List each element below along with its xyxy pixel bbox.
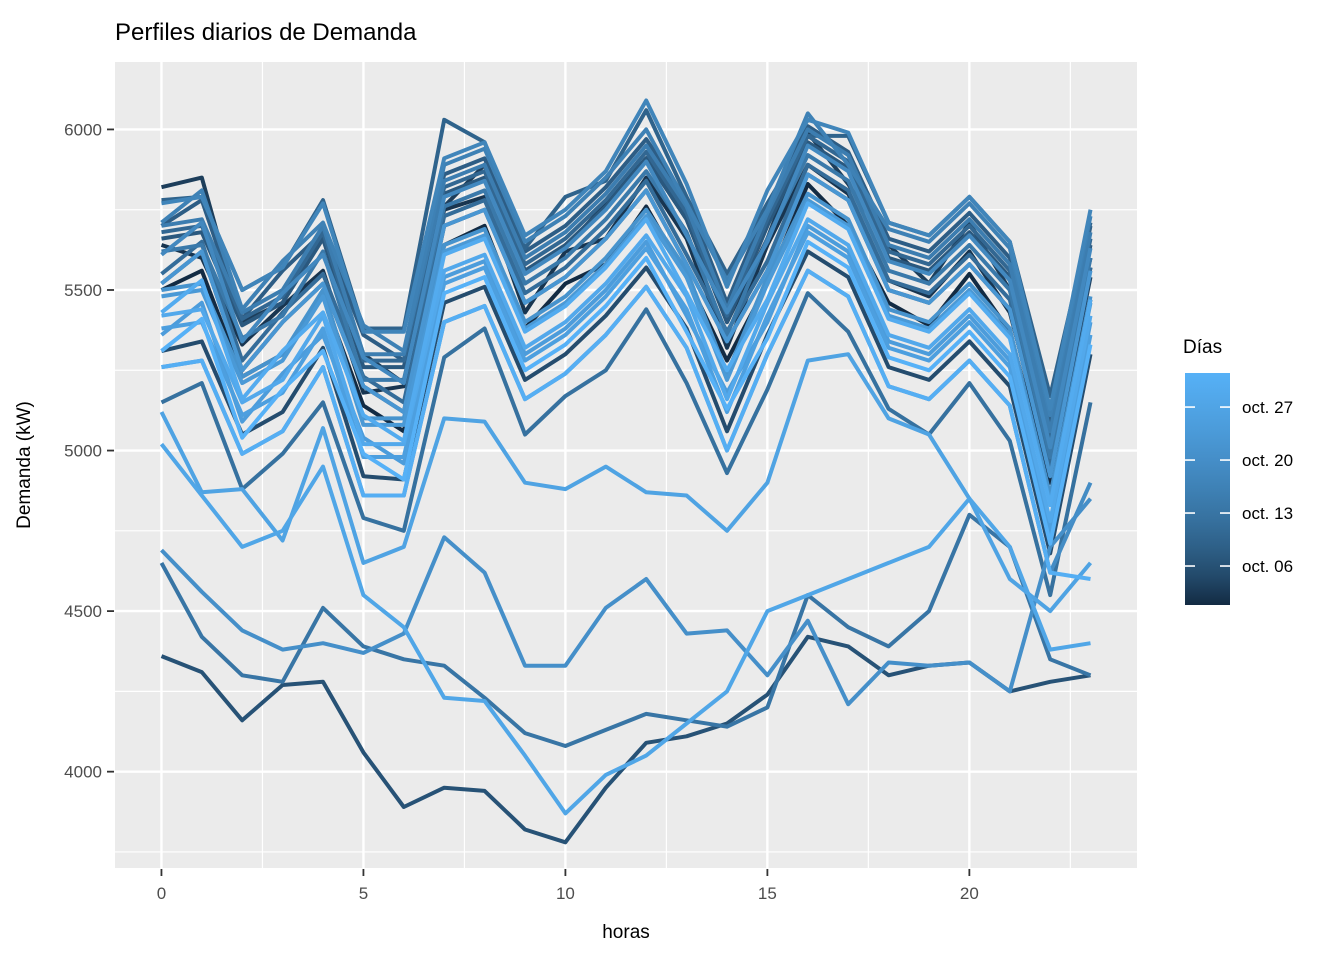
legend-tick-label: oct. 13 xyxy=(1242,504,1293,523)
series-line xyxy=(160,291,1093,598)
series-line xyxy=(160,111,1093,418)
series-line xyxy=(160,201,1093,508)
series-line xyxy=(161,191,1093,498)
chart-title: Perfiles diarios de Demanda xyxy=(115,19,417,46)
y-tick-label: 6000 xyxy=(64,120,102,139)
series-line xyxy=(161,198,1093,504)
axes: 4000 4500 5000 5500 6000 0 5 10 15 20 xyxy=(64,120,979,903)
series-line xyxy=(160,143,1093,450)
x-tick-label: 20 xyxy=(960,884,979,903)
x-tick-label: 15 xyxy=(758,884,777,903)
series-line xyxy=(161,268,1091,581)
series-line xyxy=(160,172,1093,479)
series-line xyxy=(161,230,1093,536)
y-axis-title: Demanda (kW) xyxy=(14,401,35,529)
series-line xyxy=(160,239,1093,546)
legend-title: Días xyxy=(1183,337,1222,358)
y-tick-label: 4500 xyxy=(64,602,102,621)
y-tick-label: 5500 xyxy=(64,281,102,300)
legend-tick-label: oct. 27 xyxy=(1242,398,1293,417)
series-line xyxy=(161,98,1093,411)
y-tick-label: 4000 xyxy=(64,763,102,782)
legend: Días oct. 27 oct. 20 oct. 13 oct. 06 xyxy=(1183,337,1293,605)
series-line xyxy=(159,442,1091,816)
x-tick-label: 5 xyxy=(359,884,368,903)
legend-tick-label: oct. 20 xyxy=(1242,451,1293,470)
legend-tick-label: oct. 06 xyxy=(1242,557,1293,576)
series-line xyxy=(159,352,1093,614)
series-line xyxy=(161,127,1093,434)
x-axis-title: horas xyxy=(602,922,650,943)
series-lines xyxy=(159,98,1093,845)
y-tick-label: 5000 xyxy=(64,442,102,461)
series-line xyxy=(161,140,1093,447)
series-line xyxy=(161,133,1093,440)
x-tick-label: 10 xyxy=(556,884,575,903)
x-tick-label: 0 xyxy=(157,884,166,903)
series-line xyxy=(159,512,1092,748)
legend-ticks: oct. 27 oct. 20 oct. 13 oct. 06 xyxy=(1185,398,1293,576)
series-line xyxy=(161,217,1093,524)
series-line xyxy=(160,497,1093,707)
series-line xyxy=(160,162,1093,469)
